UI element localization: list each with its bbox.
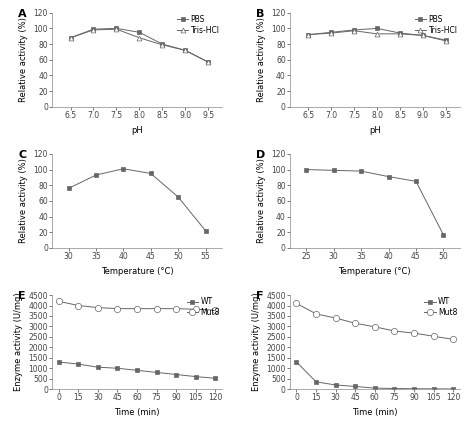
Text: D: D [256, 150, 265, 160]
Y-axis label: Enzyme activity (U/mg): Enzyme activity (U/mg) [252, 293, 261, 391]
Y-axis label: Relative activity (%): Relative activity (%) [19, 17, 28, 102]
Legend: WT, Mut8: WT, Mut8 [186, 297, 220, 318]
Y-axis label: Relative activity (%): Relative activity (%) [19, 159, 28, 243]
Text: E: E [18, 291, 26, 301]
X-axis label: Temperature (°C): Temperature (°C) [101, 267, 173, 276]
Legend: WT, Mut8: WT, Mut8 [424, 297, 458, 318]
Legend: PBS, Tris-HCl: PBS, Tris-HCl [414, 14, 458, 35]
X-axis label: Time (min): Time (min) [352, 408, 398, 417]
Text: B: B [256, 9, 264, 19]
Text: C: C [18, 150, 26, 160]
Text: F: F [256, 291, 264, 301]
Y-axis label: Enzyme activity (U/mg): Enzyme activity (U/mg) [14, 293, 23, 391]
Y-axis label: Relative activity (%): Relative activity (%) [257, 17, 266, 102]
X-axis label: pH: pH [369, 126, 381, 135]
X-axis label: Temperature (°C): Temperature (°C) [338, 267, 411, 276]
Text: A: A [18, 9, 27, 19]
X-axis label: pH: pH [131, 126, 143, 135]
X-axis label: Time (min): Time (min) [114, 408, 160, 417]
Legend: PBS, Tris-HCl: PBS, Tris-HCl [176, 14, 220, 35]
Y-axis label: Relative activity (%): Relative activity (%) [257, 159, 266, 243]
